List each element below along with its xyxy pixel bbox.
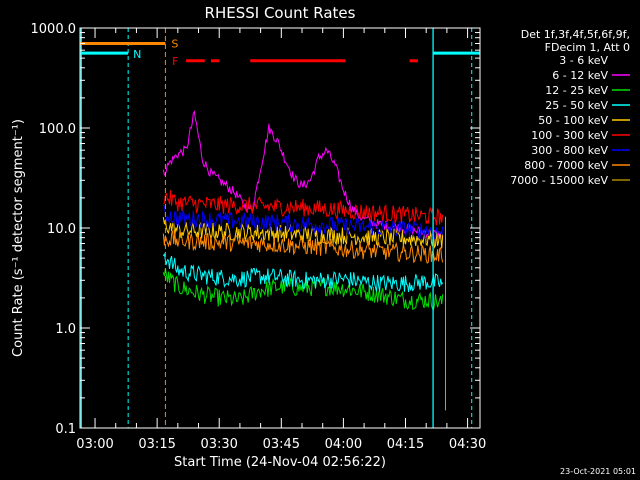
legend-header-line-1: Det 1f,3f,4f,5f,6f,9f,	[521, 28, 630, 41]
legend-label-5: 50 - 100 keV	[538, 114, 608, 127]
y-tick-label: 1.0	[55, 322, 76, 337]
s-label: S	[171, 37, 178, 50]
series-line-1	[162, 121, 444, 321]
y-axis-label: Count Rate (s⁻¹ detector segment⁻¹)	[11, 119, 26, 357]
series-line-8	[162, 229, 444, 264]
x-tick-label: 03:00	[76, 437, 113, 452]
y-tick-label: 100.0	[39, 122, 76, 137]
series-line-2	[162, 110, 444, 240]
series-line-6	[163, 190, 444, 226]
x-tick-label: 04:15	[387, 437, 424, 452]
y-tick-label: 0.1	[55, 422, 76, 437]
x-axis-label: Start Time (24-Nov-04 02:56:22)	[174, 455, 386, 470]
x-tick-label: 03:15	[138, 437, 175, 452]
legend-label-7: 300 - 800 keV	[531, 144, 608, 157]
n-label: N	[133, 48, 141, 61]
x-tick-label: 03:30	[200, 437, 237, 452]
legend-label-8: 800 - 7000 keV	[524, 159, 608, 172]
legend-label-9: 7000 - 15000 keV	[510, 174, 608, 187]
legend-label-2: 6 - 12 keV	[552, 69, 608, 82]
x-tick-label: 04:00	[325, 437, 362, 452]
x-tick-label: 03:45	[263, 437, 300, 452]
y-tick-label: 10.0	[47, 222, 76, 237]
footer-date: 23-Oct-2021 05:01	[560, 467, 636, 476]
legend-header-line-2: FDecim 1, Att 0	[545, 41, 630, 54]
series-line-3	[162, 268, 444, 311]
plot-area: S N F 0.1 1.0 10.0 100.0 1000.0 03:00 03:15 03:30 0…	[31, 22, 487, 452]
legend-label-4: 25 - 50 keV	[545, 99, 608, 112]
chart-title: RHESSI Count Rates	[205, 4, 356, 22]
legend-label-3: 12 - 25 keV	[545, 84, 608, 97]
legend-label-1: 3 - 6 keV	[559, 54, 608, 67]
series-line-7	[162, 204, 444, 240]
y-tick-label: 1000.0	[31, 22, 77, 37]
x-tick-label: 04:30	[449, 437, 486, 452]
legend: Det 1f,3f,4f,5f,6f,9f,FDecim 1, Att 03 -…	[510, 28, 630, 187]
legend-label-6: 100 - 300 keV	[531, 129, 608, 142]
series-line-4	[162, 252, 444, 293]
f-label: F	[172, 55, 178, 68]
